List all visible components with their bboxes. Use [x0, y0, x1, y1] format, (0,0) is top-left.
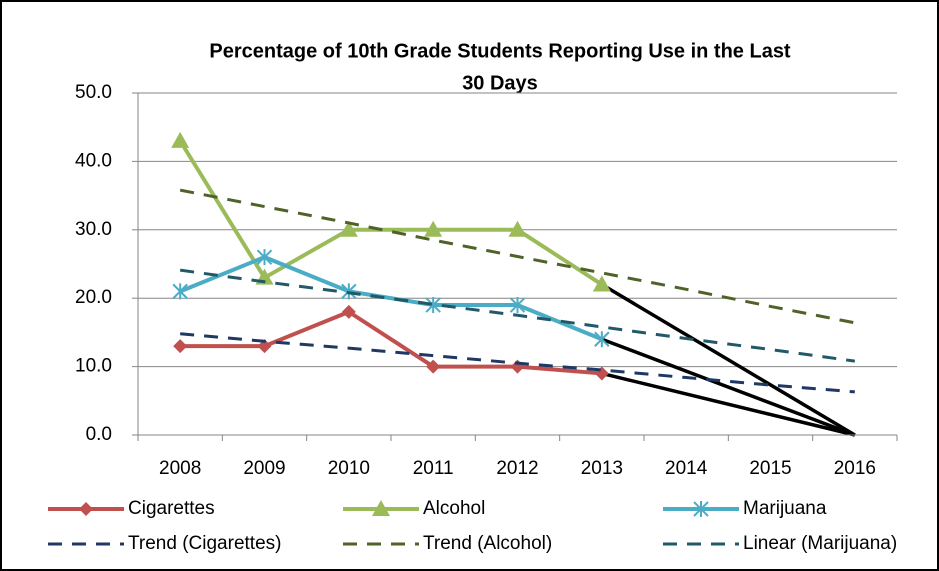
legend-label: Alcohol	[423, 498, 485, 519]
extension-line	[600, 283, 856, 437]
trend-line	[180, 332, 855, 394]
chart-title: 30 Days	[462, 72, 538, 94]
x-tick-label: 2015	[749, 458, 791, 479]
legend-label: Linear (Marijuana)	[743, 533, 897, 554]
marker	[79, 502, 93, 516]
extension-line	[601, 337, 856, 437]
x-tick-label: 2013	[581, 458, 623, 479]
marker	[257, 339, 272, 354]
chart-title: Percentage of 10th Grade Students Report…	[209, 40, 791, 62]
y-tick-label: 20.0	[75, 287, 112, 308]
legend-item: Marijuana	[663, 498, 827, 519]
y-tick-label: 0.0	[86, 424, 112, 445]
x-tick-label: 2016	[834, 458, 876, 479]
x-tick-label: 2011	[413, 458, 454, 479]
marker	[341, 304, 356, 319]
marker	[508, 220, 527, 237]
marker	[509, 297, 526, 314]
legend-label: Marijuana	[743, 498, 827, 519]
legend-label: Trend (Alcohol)	[423, 533, 552, 554]
series-line	[178, 139, 603, 287]
x-tick-label: 2012	[496, 458, 538, 479]
x-tick-label: 2008	[159, 458, 201, 479]
y-tick-label: 50.0	[75, 82, 112, 103]
marker	[256, 249, 273, 266]
legend-item: Cigarettes	[48, 498, 215, 519]
marker	[594, 331, 610, 348]
x-tick-label: 2009	[243, 458, 285, 479]
legend-item: Trend (Alcohol)	[343, 533, 552, 554]
y-tick-label: 40.0	[75, 150, 112, 171]
marker	[171, 131, 190, 148]
marker	[172, 283, 188, 300]
legend-item: Linear (Marijuana)	[663, 533, 897, 554]
marker	[339, 220, 358, 237]
trend-line	[179, 268, 856, 363]
series-line	[179, 255, 603, 342]
marker	[173, 339, 188, 354]
legend-item: Trend (Cigarettes)	[48, 533, 281, 554]
trend-line	[179, 188, 856, 325]
legend-item: Alcohol	[343, 498, 485, 519]
marker	[426, 359, 441, 374]
marker	[424, 220, 443, 237]
legend-label: Trend (Cigarettes)	[128, 533, 281, 554]
x-tick-label: 2014	[665, 458, 708, 479]
extension-line	[601, 371, 856, 437]
marker	[693, 501, 709, 517]
y-tick-label: 30.0	[75, 219, 112, 240]
y-tick-label: 10.0	[75, 356, 112, 377]
x-tick-label: 2010	[328, 458, 370, 479]
series-line	[180, 309, 602, 376]
marker	[592, 275, 611, 292]
legend-label: Cigarettes	[128, 498, 215, 519]
marker	[372, 500, 390, 516]
marker	[425, 297, 441, 314]
